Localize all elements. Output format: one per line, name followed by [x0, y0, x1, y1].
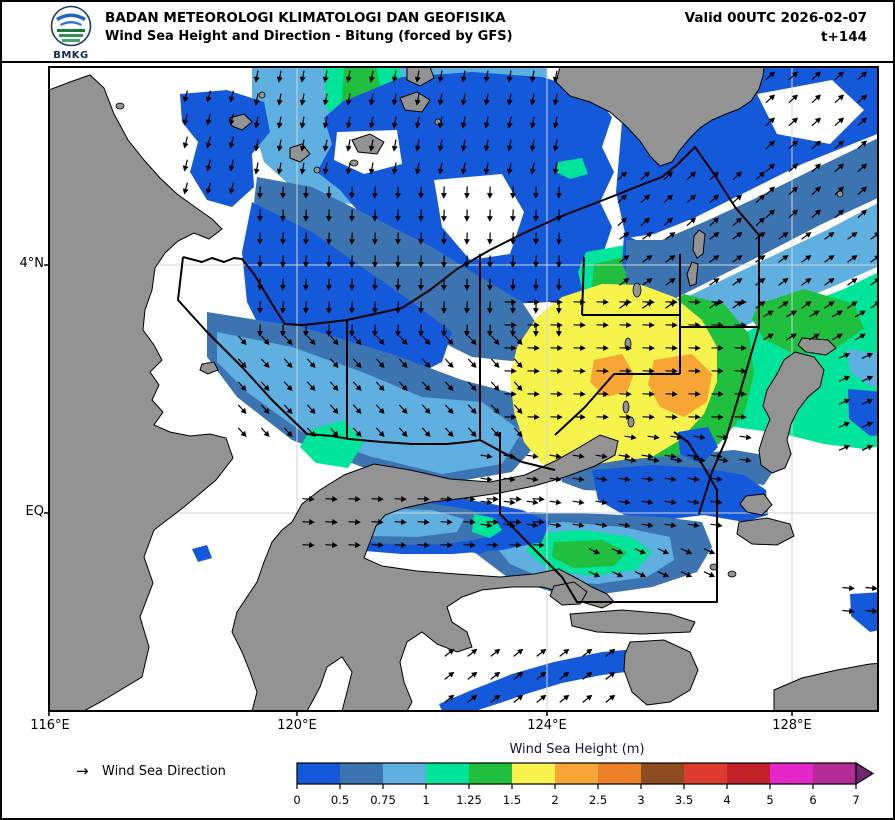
colorbar-tick-label: 1.5 [502, 793, 522, 807]
sea-height-region [552, 540, 627, 568]
colorbar-tick-label: 2.5 [588, 793, 608, 807]
small-island [258, 91, 266, 99]
land-polygon [739, 493, 773, 516]
land-polygon [406, 68, 435, 87]
small-island [886, 99, 892, 105]
land-polygon [289, 143, 311, 163]
land-polygon [50, 74, 234, 710]
small-island [115, 102, 125, 110]
sea-height-region [757, 80, 864, 144]
lat-label-4n: 4°N [19, 256, 45, 271]
colorbar-arrow-tip [855, 761, 875, 786]
sea-height-region [439, 648, 664, 710]
colorbar [296, 761, 875, 789]
land-polygon [692, 229, 706, 259]
land-polygon [773, 662, 877, 710]
land-polygon [199, 361, 219, 375]
land-polygon [399, 91, 431, 113]
land-polygon [555, 68, 765, 167]
sea-height-region [592, 465, 768, 522]
header-titles: BADAN METEOROLOGI KLIMATOLOGI DAN GEOFIS… [105, 10, 513, 44]
small-island [836, 190, 844, 198]
direction-legend-label: Wind Sea Direction [102, 764, 226, 779]
small-island [727, 570, 737, 578]
colorbar-tick-label: 1 [422, 793, 430, 807]
forecast-zone-boundary [177, 256, 556, 471]
land-polygon [758, 351, 825, 474]
forecast-zone-boundary [499, 431, 718, 603]
colorbar-tick-label: 2 [551, 793, 559, 807]
land-polygon [686, 261, 699, 287]
land-polygon [797, 337, 837, 356]
colorbar-tick-label: 3 [637, 793, 645, 807]
lat-label-eq: EQ [25, 504, 44, 519]
map-layers [50, 68, 892, 710]
land-polygon [351, 133, 385, 155]
bmkg-logo-text: BMKG [53, 50, 89, 61]
sea-height-region [434, 174, 524, 260]
land-polygon [623, 639, 699, 706]
colorbar-tick-label: 0.75 [370, 793, 396, 807]
map-frame [48, 66, 879, 712]
colorbar-tick-label: 5 [766, 793, 774, 807]
valid-box: Valid 00UTC 2026-02-07 t+144 [685, 10, 867, 45]
sea-height-region [254, 177, 542, 362]
colorbar-tick-label: 6 [809, 793, 817, 807]
land-polygon [736, 517, 795, 546]
product-title: Wind Sea Height and Direction - Bitung (… [105, 29, 513, 44]
forecast-zone-boundary [182, 146, 760, 327]
direction-arrow-icon: → [76, 762, 89, 780]
valid-time: Valid 00UTC 2026-02-07 [684, 10, 867, 26]
colorbar-tick-label: 3.5 [674, 793, 694, 807]
forecast-step: t+144 [821, 29, 867, 45]
lon-label-124e: 124°E [527, 718, 567, 733]
sea-height-region [850, 592, 877, 632]
sea-height-region [217, 332, 522, 474]
colorbar-tick-label: 4 [723, 793, 731, 807]
forecast-zone-boundary [554, 373, 615, 436]
header: BMKG BADAN METEOROLOGI KLIMATOLOGI DAN G… [2, 2, 893, 63]
sea-height-region [192, 545, 212, 562]
sea-height-region [556, 158, 588, 179]
land-polygon [569, 609, 696, 635]
colorbar-title: Wind Sea Height (m) [509, 742, 645, 757]
land-polygon [549, 581, 588, 606]
colorbar-tick-label: 0 [293, 793, 301, 807]
sea-height-region [626, 138, 877, 304]
small-island [622, 400, 630, 414]
lon-label-120e: 120°E [277, 718, 317, 733]
lon-label-116e: 116°E [30, 718, 70, 733]
colorbar-tick-label: 0.5 [330, 793, 350, 807]
forecast-zone-boundary [698, 326, 760, 515]
bmkg-logo-icon [50, 5, 92, 47]
small-island [632, 282, 642, 298]
bmkg-logo: BMKG [46, 5, 96, 61]
lon-label-128e: 128°E [772, 718, 812, 733]
forecast-zone-boundary [581, 256, 585, 316]
land-polygon [229, 113, 253, 131]
small-island [349, 159, 359, 167]
small-island [313, 166, 321, 174]
org-title: BADAN METEOROLOGI KLIMATOLOGI DAN GEOFIS… [105, 10, 506, 26]
colorbar-tick-label: 1.25 [456, 793, 482, 807]
wind-arrows [182, 70, 877, 703]
colorbar-tick-label: 7 [852, 793, 860, 807]
